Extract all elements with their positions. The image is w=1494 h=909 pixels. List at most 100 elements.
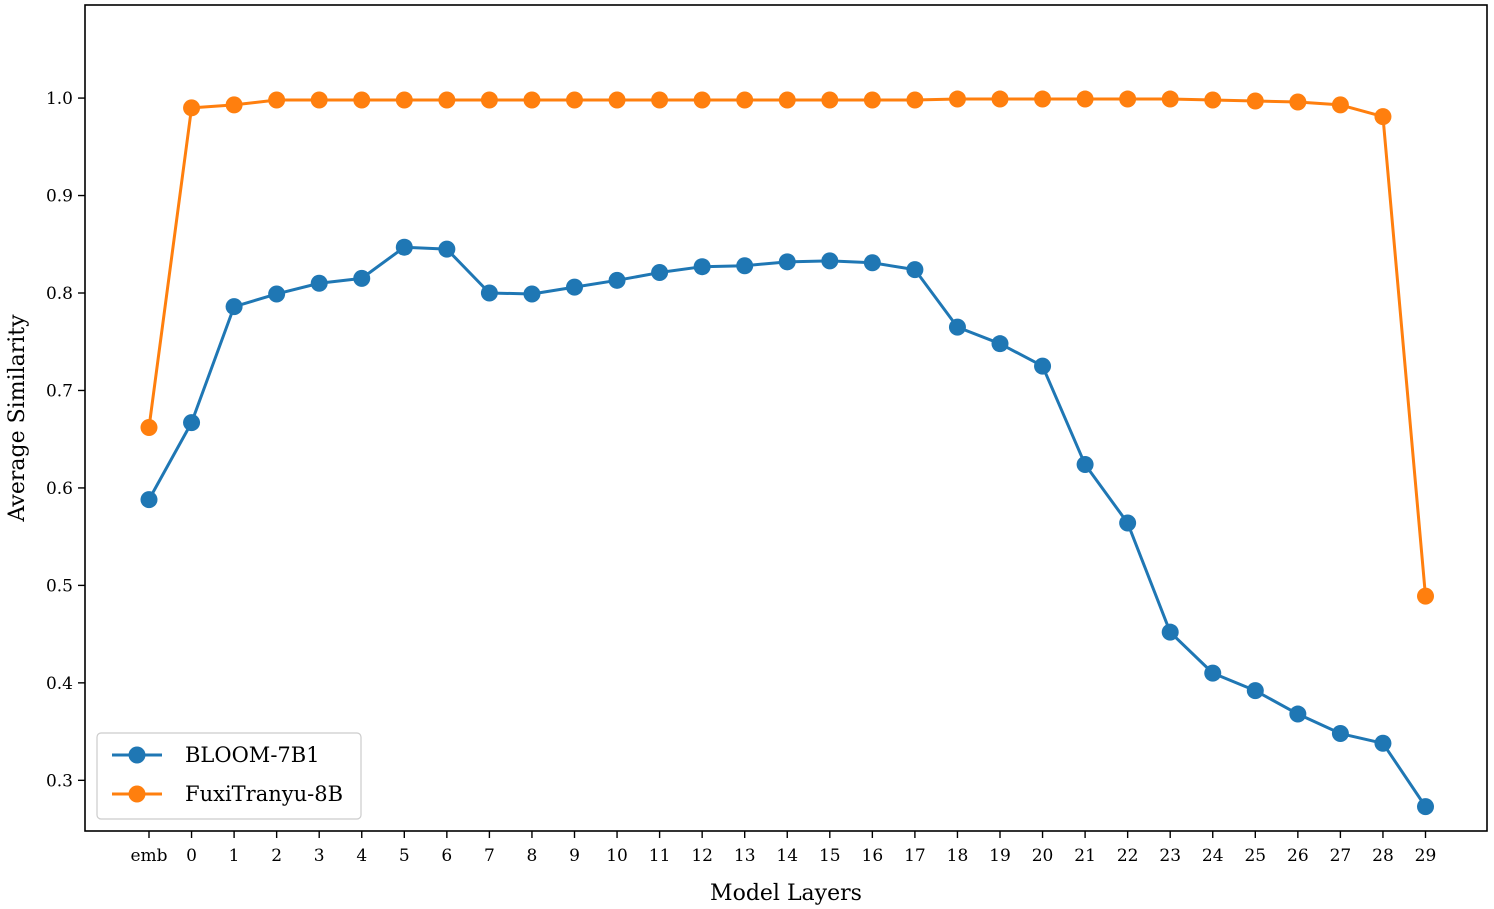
data-point <box>778 91 796 109</box>
x-tick-label: emb <box>130 846 167 866</box>
x-tick-label: 21 <box>1074 846 1096 866</box>
data-point <box>608 91 626 109</box>
data-point <box>310 274 328 292</box>
data-point <box>523 91 541 109</box>
legend-label-fuxi: FuxiTranyu-8B <box>185 782 343 806</box>
x-tick-label: 26 <box>1287 846 1309 866</box>
x-tick-label: 0 <box>186 846 197 866</box>
y-tick-label: 0.8 <box>46 284 73 304</box>
data-point <box>268 285 286 303</box>
data-point <box>651 91 669 109</box>
x-tick-label: 1 <box>229 846 240 866</box>
data-point <box>991 335 1009 353</box>
data-point <box>566 278 583 296</box>
x-tick-label: 5 <box>399 846 410 866</box>
data-point <box>778 253 796 271</box>
y-tick-label: 0.4 <box>46 674 73 694</box>
x-axis: emb 0 1 2 3 4 5 6 7 8 9 10 11 12 13 14 15 16 17 18 19 20 21 22 2… <box>130 831 1436 866</box>
y-tick-label: 0.5 <box>46 576 73 596</box>
x-tick-label: 22 <box>1117 846 1139 866</box>
data-point <box>863 91 881 109</box>
data-point <box>736 257 754 275</box>
data-point <box>1331 96 1349 114</box>
x-tick-label: 13 <box>734 846 756 866</box>
data-point <box>906 91 924 109</box>
x-tick-label: 18 <box>947 846 969 866</box>
x-tick-label: 6 <box>441 846 452 866</box>
data-point <box>140 491 158 509</box>
y-axis: 0.3 0.4 0.5 0.6 0.7 0.8 0.9 1.0 <box>46 89 85 791</box>
data-point <box>268 91 286 109</box>
data-point <box>353 91 371 109</box>
legend: BLOOM-7B1 FuxiTranyu-8B <box>96 732 362 820</box>
data-point <box>183 99 201 117</box>
data-point <box>1417 798 1434 816</box>
x-tick-label: 27 <box>1330 846 1352 866</box>
x-tick-label: 4 <box>356 846 367 866</box>
data-point <box>1034 357 1052 375</box>
x-tick-label: 24 <box>1202 846 1224 866</box>
series-line <box>147 97 1427 597</box>
data-point <box>1034 90 1052 108</box>
data-point <box>863 254 881 272</box>
x-tick-label: 20 <box>1032 846 1054 866</box>
x-tick-label: 12 <box>691 846 713 866</box>
x-tick-label: 2 <box>271 846 282 866</box>
data-point <box>948 318 966 336</box>
x-tick-label: 28 <box>1372 846 1394 866</box>
data-point <box>906 261 924 279</box>
data-point <box>1204 664 1222 682</box>
y-tick-label: 0.6 <box>46 479 73 499</box>
data-point <box>991 90 1009 108</box>
data-point <box>225 96 243 114</box>
x-tick-label: 11 <box>649 846 671 866</box>
data-point <box>1374 108 1392 126</box>
data-point <box>395 91 413 109</box>
plot-frame <box>84 4 1488 832</box>
data-point <box>821 91 839 109</box>
x-tick-label: 29 <box>1415 846 1437 866</box>
data-point <box>1161 90 1179 108</box>
x-tick-label: 19 <box>989 846 1011 866</box>
data-point <box>523 285 541 303</box>
data-point <box>140 419 158 437</box>
data-point <box>225 298 243 316</box>
data-point <box>1289 93 1307 111</box>
series-fuxi <box>140 90 1434 605</box>
data-point <box>1289 705 1307 723</box>
data-point <box>693 258 711 276</box>
legend-marker-fuxi <box>128 785 146 803</box>
data-point <box>693 91 711 109</box>
legend-box <box>96 732 362 820</box>
data-point <box>1119 90 1137 108</box>
data-point <box>480 284 498 302</box>
y-tick-label: 0.7 <box>46 381 73 401</box>
data-point <box>948 90 966 108</box>
y-tick-label: 0.9 <box>46 187 73 207</box>
x-tick-label: 25 <box>1244 846 1266 866</box>
x-tick-label: 16 <box>862 846 884 866</box>
data-point <box>651 264 669 282</box>
data-point <box>310 91 328 109</box>
data-point <box>608 271 626 289</box>
data-point <box>1119 514 1137 532</box>
series-line <box>147 245 1427 808</box>
data-point <box>480 91 498 109</box>
data-point <box>1331 725 1349 743</box>
x-tick-label: 7 <box>484 846 495 866</box>
series-layer <box>140 90 1434 816</box>
x-tick-label: 9 <box>569 846 580 866</box>
data-point <box>1374 734 1392 752</box>
data-point <box>1246 682 1264 700</box>
x-tick-label: 15 <box>819 846 841 866</box>
data-point <box>566 91 583 109</box>
x-axis-title: Model Layers <box>710 881 862 906</box>
y-tick-label: 1.0 <box>46 89 73 109</box>
data-point <box>1204 91 1222 109</box>
data-point <box>1076 90 1094 108</box>
legend-label-bloom: BLOOM-7B1 <box>185 743 320 767</box>
data-point <box>736 91 754 109</box>
x-tick-label: 17 <box>904 846 926 866</box>
x-tick-label: 3 <box>314 846 325 866</box>
data-point <box>821 252 839 270</box>
